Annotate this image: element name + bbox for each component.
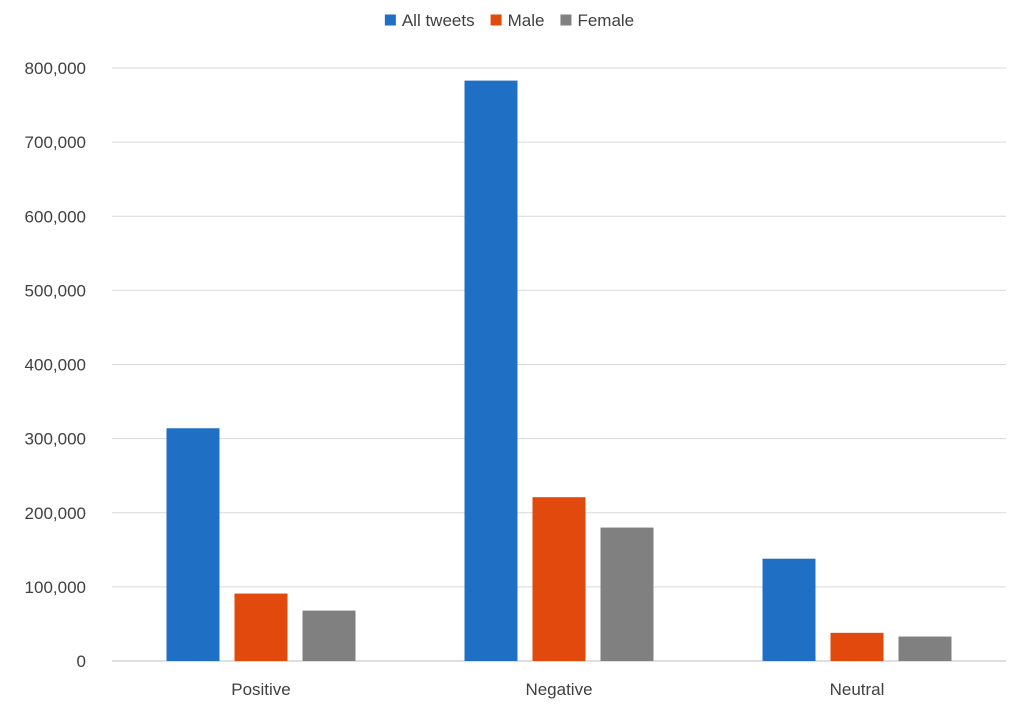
y-tick-label: 100,000 [25,578,86,597]
bar-male-negative [532,497,586,661]
bar-male-neutral [830,632,884,661]
bar-all-tweets-neutral [762,558,816,661]
gridlines [112,67,1006,662]
x-axis: Positive Negative Neutral [231,680,884,699]
x-tick-label: Positive [231,680,291,699]
y-tick-label: 600,000 [25,207,86,226]
bar-female-negative [600,527,654,661]
legend: All tweets Male Female [384,11,634,30]
bar-male-positive [234,593,288,661]
y-tick-label: 300,000 [25,430,86,449]
bar-all-tweets-positive [166,428,220,661]
y-axis: 0 100,000 200,000 300,000 400,000 500,000 600,… [25,59,86,671]
bar-female-neutral [898,636,952,661]
bars [166,80,952,661]
legend-swatch [490,14,502,26]
legend-label: Male [508,11,545,30]
bar-female-positive [302,610,356,661]
y-tick-label: 200,000 [25,504,86,523]
y-tick-label: 800,000 [25,59,86,78]
y-tick-label: 700,000 [25,133,86,152]
legend-swatch [560,14,572,26]
legend-label: Female [577,11,634,30]
y-tick-label: 400,000 [25,356,86,375]
x-tick-label: Neutral [830,680,885,699]
x-tick-label: Negative [525,680,592,699]
bar-all-tweets-negative [464,80,518,661]
y-tick-label: 0 [77,652,86,671]
y-tick-label: 500,000 [25,281,86,300]
legend-label: All tweets [402,11,475,30]
legend-swatch [384,14,396,26]
